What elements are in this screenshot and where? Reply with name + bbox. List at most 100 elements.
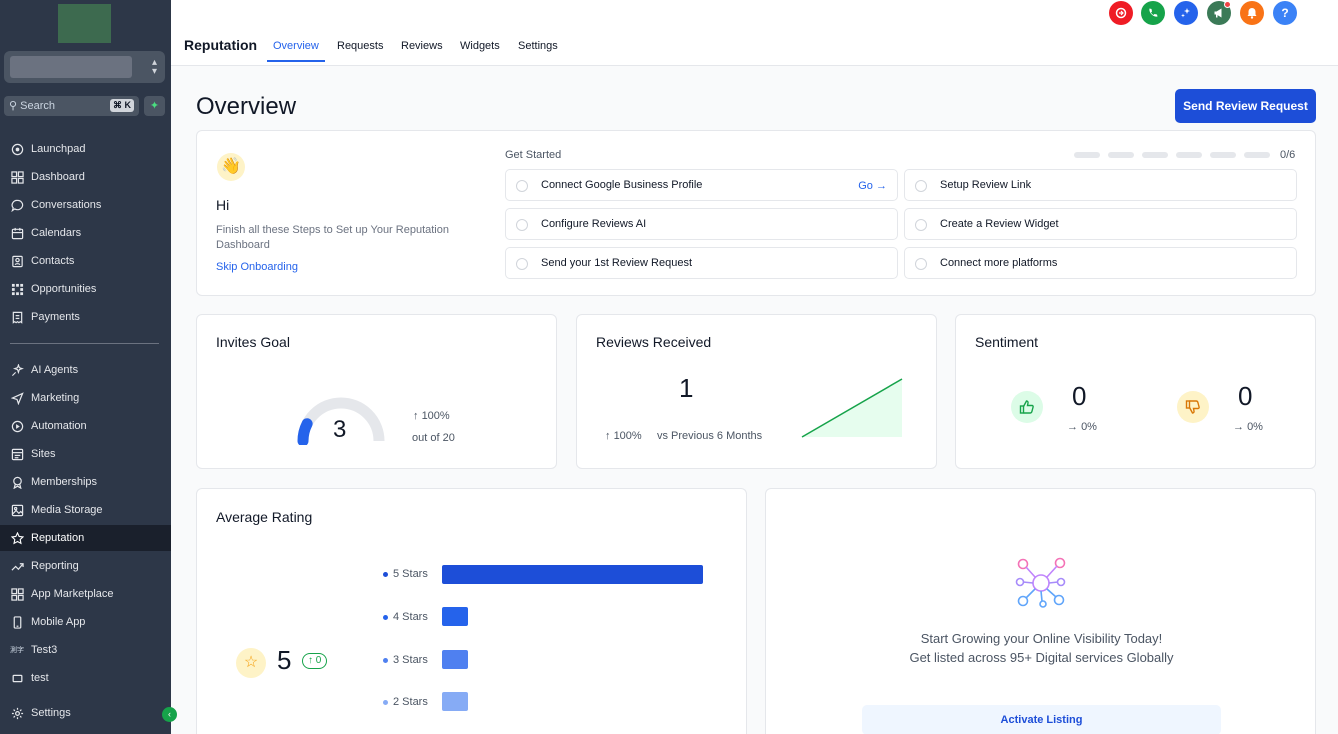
card-title: Sentiment — [975, 334, 1039, 350]
search-shortcut: ⌘ K — [110, 99, 134, 112]
go-link[interactable]: Go → — [858, 180, 887, 192]
search-input[interactable]: ⚲ Search ⌘ K — [4, 96, 139, 116]
mobile-icon — [10, 615, 24, 629]
tab-settings[interactable]: Settings — [518, 40, 558, 52]
sidebar-item-label: Payments — [31, 311, 80, 323]
sidebar-item-launchpad[interactable]: Launchpad — [0, 136, 171, 162]
send-review-request-button[interactable]: Send Review Request — [1175, 89, 1316, 123]
average-rating-value: 5 — [277, 645, 292, 675]
payments-icon — [10, 310, 24, 324]
sidebar-item-automation[interactable]: Automation — [0, 413, 171, 439]
card-title: Invites Goal — [216, 334, 290, 350]
thumbs-down-icon — [1177, 391, 1209, 423]
launchpad-icon — [10, 142, 24, 156]
sidebar-item-memberships[interactable]: Memberships — [0, 469, 171, 495]
sidebar-item-reporting[interactable]: Reporting — [0, 553, 171, 579]
opportunities-icon — [10, 282, 24, 296]
sidebar-item-payments[interactable]: Payments — [0, 304, 171, 330]
sidebar-item-label: Sites — [31, 448, 56, 460]
sidebar-item-test[interactable]: test — [0, 665, 171, 691]
sidebar-item-label: Opportunities — [31, 283, 97, 295]
step-label: Send your 1st Review Request — [541, 257, 693, 269]
activate-listing-button[interactable]: Activate Listing — [862, 705, 1221, 734]
tab-overview[interactable]: Overview — [273, 40, 319, 52]
company-logo[interactable] — [58, 4, 111, 43]
sidebar-item-marketing[interactable]: Marketing — [0, 385, 171, 411]
sidebar-item-label: Marketing — [31, 392, 80, 404]
module-title: Reputation — [184, 37, 258, 53]
step-label: Setup Review Link — [940, 179, 1032, 191]
step-label: Create a Review Widget — [940, 218, 1059, 230]
rating-change-badge: ↑ 0 — [302, 653, 328, 669]
step-connect-platforms[interactable]: Connect more platforms — [904, 247, 1297, 279]
phone-icon[interactable] — [1141, 1, 1165, 25]
tab-requests[interactable]: Requests — [337, 40, 384, 52]
tab-reviews[interactable]: Reviews — [401, 40, 443, 52]
sidebar-item-dashboard[interactable]: Dashboard — [0, 164, 171, 190]
collapse-sidebar-button[interactable]: ‹ — [162, 707, 177, 722]
negative-value: 0 — [1238, 381, 1253, 411]
square-icon — [10, 671, 24, 685]
ai-spark-button[interactable]: ✦ — [144, 96, 165, 116]
step-setup-review-link[interactable]: Setup Review Link — [904, 169, 1297, 201]
marketing-icon — [10, 391, 24, 405]
progress-segment — [1176, 152, 1202, 158]
account-switcher[interactable]: ▴ ▾ — [4, 51, 165, 83]
sidebar-item-test3[interactable]: 測字 Test3 — [0, 637, 171, 663]
media-icon — [10, 503, 24, 517]
reporting-icon — [10, 559, 24, 573]
invites-change: ↑ 100% — [413, 410, 450, 422]
step-radio — [516, 180, 528, 192]
sidebar-item-media-storage[interactable]: Media Storage — [0, 497, 171, 523]
tab-widgets[interactable]: Widgets — [460, 40, 500, 52]
sidebar-item-settings[interactable]: Settings — [0, 700, 171, 726]
calendar-icon — [10, 226, 24, 240]
invites-out-of: out of 20 — [412, 432, 455, 444]
legend-dot — [383, 699, 388, 705]
page-title: Overview — [196, 93, 297, 120]
ai-agents-icon — [10, 363, 24, 377]
invites-value: 3 — [333, 416, 347, 443]
sidebar-item-label: Test3 — [31, 644, 58, 656]
bar-label-4: 4 Stars — [383, 611, 428, 623]
sidebar-item-contacts[interactable]: Contacts — [0, 248, 171, 274]
thumbs-up-icon — [1011, 391, 1043, 423]
help-icon[interactable]: ? — [1273, 1, 1297, 25]
bell-icon[interactable] — [1240, 1, 1264, 25]
sidebar-item-reputation[interactable]: Reputation — [0, 525, 171, 551]
custom-icon: 測字 — [10, 647, 24, 654]
waving-hand-icon: 👋 — [217, 153, 245, 181]
memberships-icon — [10, 475, 24, 489]
bar-label-3: 3 Stars — [383, 654, 428, 666]
quick-action-icon[interactable] — [1109, 1, 1133, 25]
step-connect-google[interactable]: Connect Google Business Profile Go → — [505, 169, 898, 201]
progress-segment — [1210, 152, 1236, 158]
sidebar-item-sites[interactable]: Sites — [0, 441, 171, 467]
dashboard-icon — [10, 170, 24, 184]
sidebar-item-calendars[interactable]: Calendars — [0, 220, 171, 246]
sidebar-item-label: Automation — [31, 420, 87, 432]
step-send-first-request[interactable]: Send your 1st Review Request — [505, 247, 898, 279]
contacts-icon — [10, 254, 24, 268]
sidebar-item-conversations[interactable]: Conversations — [0, 192, 171, 218]
sidebar-item-label: Memberships — [31, 476, 98, 488]
listing-headline: Start Growing your Online Visibility Tod… — [920, 631, 1163, 646]
announcements-icon[interactable] — [1207, 1, 1231, 25]
ai-sparkles-icon[interactable] — [1174, 1, 1198, 25]
sites-icon — [10, 447, 24, 461]
star-icon: ☆ — [236, 648, 266, 678]
rating-bar-2 — [442, 692, 468, 711]
sidebar-item-label: Media Storage — [31, 504, 103, 516]
sidebar-item-ai-agents[interactable]: AI Agents — [0, 357, 171, 383]
legend-dot — [383, 614, 388, 620]
sidebar-item-opportunities[interactable]: Opportunities — [0, 276, 171, 302]
sidebar-item-label: Launchpad — [31, 143, 86, 155]
rating-bar-4 — [442, 607, 468, 626]
step-create-review-widget[interactable]: Create a Review Widget — [904, 208, 1297, 240]
sidebar-item-app-marketplace[interactable]: App Marketplace — [0, 581, 171, 607]
progress-segment — [1142, 152, 1168, 158]
skip-onboarding-link[interactable]: Skip Onboarding — [216, 261, 298, 273]
step-configure-reviews-ai[interactable]: Configure Reviews AI — [505, 208, 898, 240]
sidebar-item-mobile-app[interactable]: Mobile App — [0, 609, 171, 635]
sidebar-item-label: Conversations — [31, 199, 102, 211]
